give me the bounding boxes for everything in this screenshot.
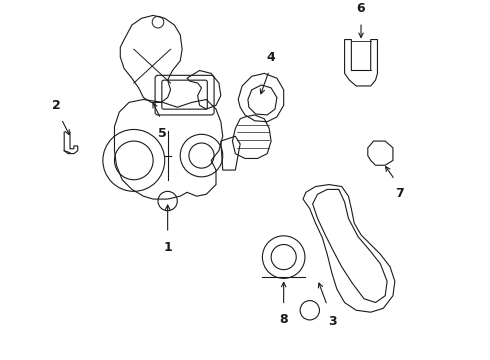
Text: 8: 8 — [279, 313, 288, 326]
Text: 4: 4 — [267, 51, 275, 64]
Text: 6: 6 — [357, 3, 366, 15]
Text: 7: 7 — [395, 186, 404, 199]
Text: 1: 1 — [163, 240, 172, 254]
Text: 3: 3 — [328, 315, 336, 328]
Text: 5: 5 — [158, 127, 167, 140]
Text: 2: 2 — [52, 99, 61, 112]
